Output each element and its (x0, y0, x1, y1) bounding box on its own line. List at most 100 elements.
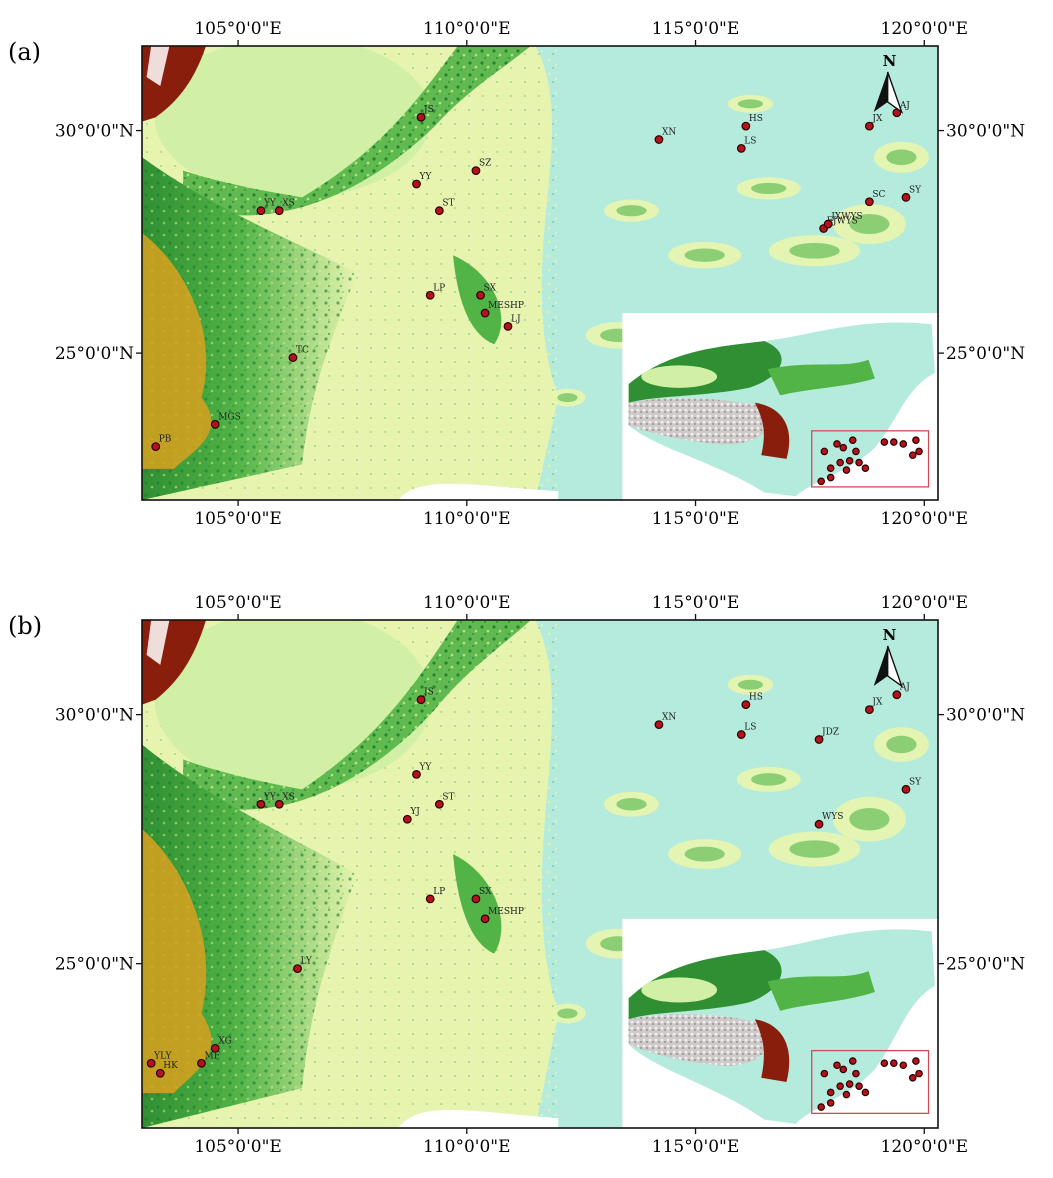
site-label: SC (872, 190, 885, 200)
inset-site-marker (826, 464, 835, 473)
sample-site[interactable]: SY (901, 185, 922, 202)
sample-site[interactable]: MGS (210, 412, 241, 429)
site-marker[interactable] (864, 705, 874, 715)
inset-site-marker (861, 1088, 870, 1097)
inset-site-marker (880, 438, 889, 446)
site-marker[interactable] (892, 690, 902, 700)
sample-site[interactable]: LS (736, 723, 756, 739)
site-marker[interactable] (256, 799, 266, 809)
high-mountain-area (142, 829, 212, 1094)
site-marker[interactable] (654, 135, 664, 144)
site-marker[interactable] (503, 322, 513, 331)
site-label: XS (282, 792, 295, 802)
sample-site[interactable]: MF (197, 1051, 220, 1068)
inset-site-marker (826, 473, 835, 482)
sample-site[interactable]: XN (654, 713, 676, 729)
site-marker[interactable] (654, 720, 664, 729)
site-marker[interactable] (425, 290, 435, 300)
site-marker[interactable] (412, 769, 421, 779)
site-marker[interactable] (155, 1068, 165, 1078)
site-marker[interactable] (293, 964, 302, 974)
sample-site[interactable]: YY (412, 172, 433, 189)
bottom-tick-label: 110°0'0"E (423, 509, 510, 529)
site-marker[interactable] (412, 179, 421, 189)
sample-site[interactable]: XS (274, 199, 295, 216)
inset-site-marker (915, 447, 923, 456)
inset-site-marker (908, 1073, 917, 1082)
site-marker[interactable] (901, 784, 911, 794)
sample-site[interactable]: JX (864, 114, 883, 131)
site-marker[interactable] (402, 814, 412, 824)
sample-site[interactable]: YLY (146, 1051, 172, 1068)
sample-site[interactable]: LJ (503, 314, 521, 331)
sample-site[interactable]: AJ (892, 683, 910, 700)
site-marker[interactable] (274, 799, 284, 809)
site-marker[interactable] (434, 799, 444, 809)
site-marker[interactable] (901, 192, 911, 202)
sample-site[interactable]: MESHP (480, 907, 524, 924)
site-marker[interactable] (864, 197, 874, 207)
sample-site[interactable]: SX (476, 283, 497, 300)
site-marker[interactable] (471, 894, 481, 904)
site-marker[interactable] (864, 121, 874, 131)
sample-site[interactable]: JXWYS (823, 212, 863, 229)
site-marker[interactable] (480, 914, 490, 924)
sample-site[interactable]: JDZ (814, 728, 839, 744)
site-marker[interactable] (814, 735, 824, 744)
site-label: SY (909, 185, 922, 195)
site-marker[interactable] (480, 308, 490, 318)
site-marker[interactable] (197, 1058, 206, 1068)
sample-site[interactable]: XS (274, 792, 295, 809)
sample-site[interactable]: SY (901, 777, 922, 794)
sample-site[interactable]: TC (288, 346, 309, 362)
sample-site[interactable]: JS (416, 688, 434, 705)
site-marker[interactable] (146, 1058, 156, 1068)
sample-site[interactable]: SC (864, 190, 886, 207)
site-marker[interactable] (736, 730, 746, 739)
sample-site[interactable]: YJ (402, 807, 421, 824)
inset-tibet-plateau (628, 398, 770, 445)
site-marker[interactable] (434, 206, 444, 216)
site-label: YJ (409, 807, 420, 817)
site-marker[interactable] (210, 419, 220, 429)
site-marker[interactable] (741, 700, 751, 710)
site-marker[interactable] (416, 112, 426, 122)
sample-site[interactable]: ST (434, 199, 455, 216)
site-marker[interactable] (823, 219, 833, 229)
site-marker[interactable] (416, 695, 426, 705)
site-marker[interactable] (814, 819, 824, 829)
sample-site[interactable]: XN (654, 127, 676, 144)
inset-site-marker (826, 1088, 835, 1097)
sample-site[interactable]: XG (210, 1036, 232, 1053)
sample-site[interactable]: WYS (814, 812, 843, 829)
sample-site[interactable]: YY (256, 199, 277, 216)
site-marker[interactable] (425, 894, 435, 904)
site-marker[interactable] (741, 121, 751, 131)
site-marker[interactable] (471, 166, 481, 176)
site-marker[interactable] (736, 143, 746, 153)
site-label: ST (442, 199, 454, 209)
sample-site[interactable]: JX (864, 698, 883, 715)
site-label: MESHP (488, 907, 524, 917)
sample-site[interactable]: LP (425, 887, 445, 904)
sample-site[interactable]: LS (736, 136, 756, 153)
sample-site[interactable]: HK (155, 1061, 178, 1078)
sample-site[interactable]: LY (293, 957, 313, 974)
sample-site[interactable]: HS (741, 114, 763, 131)
site-marker[interactable] (476, 290, 485, 300)
sample-site[interactable]: YY (412, 762, 433, 779)
sample-site[interactable]: HS (741, 693, 763, 710)
sample-site[interactable]: SZ (471, 159, 491, 176)
site-marker[interactable] (210, 1043, 220, 1053)
sample-site[interactable]: ST (434, 792, 455, 809)
sample-site[interactable]: SX (471, 887, 492, 904)
sample-site[interactable]: PB (151, 435, 172, 451)
site-marker[interactable] (274, 206, 284, 216)
sample-site[interactable]: YY (256, 792, 277, 809)
site-marker[interactable] (288, 353, 298, 362)
site-marker[interactable] (256, 206, 266, 216)
sample-site[interactable]: LP (425, 283, 445, 300)
sample-site[interactable]: JS (416, 105, 434, 122)
sample-site[interactable]: MESHP (480, 301, 524, 318)
site-marker[interactable] (151, 442, 161, 451)
